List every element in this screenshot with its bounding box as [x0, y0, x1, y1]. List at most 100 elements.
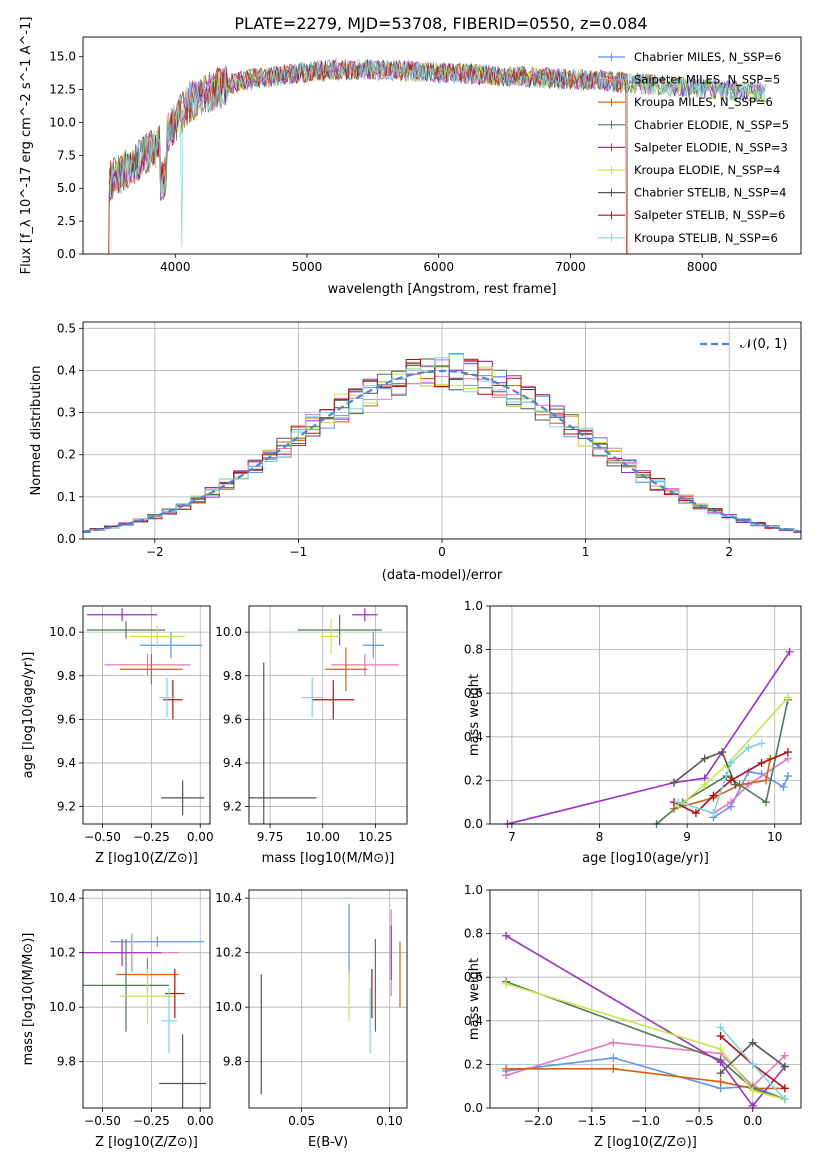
axes-frame: [489, 889, 802, 1109]
y-tick-label: 9.2: [223, 800, 242, 814]
y-tick-label: 0.5: [57, 321, 76, 335]
x-axis-label: Z [log10(Z/Z⊙)]: [594, 1135, 697, 1150]
y-tick-label: 10.2: [49, 946, 76, 960]
y-tick-label: 9.8: [223, 1055, 242, 1069]
x-tick-label: −2.0: [524, 1114, 553, 1128]
errorbar-points: [260, 903, 401, 1095]
histogram-step: [83, 361, 801, 533]
legend-label: Salpeter MILES, N_SSP=5: [634, 73, 780, 87]
legend-label: 𝒩(0, 1): [740, 337, 787, 352]
errorbar-points: [249, 608, 399, 824]
y-tick-label: 0.3: [57, 406, 76, 420]
weight-point: [748, 1060, 757, 1069]
x-tick-label: 10.25: [358, 830, 392, 844]
legend-label: Chabrier ELODIE, N_SSP=5: [634, 118, 789, 132]
y-tick-label: 10.0: [49, 625, 76, 639]
weight-series-line: [712, 770, 789, 819]
y-tick-label: 10.0: [215, 625, 242, 639]
weight-point: [783, 748, 792, 757]
y-tick-label: 5.0: [57, 181, 76, 195]
x-tick-label: 5000: [292, 260, 323, 274]
axes-frame: [248, 605, 408, 825]
x-tick-label: −2: [146, 545, 164, 559]
x-tick-label: 9.75: [257, 830, 284, 844]
y-tick-label: 0.1: [57, 490, 76, 504]
spectrum-lines: [108, 58, 766, 254]
y-tick-label: 10.2: [215, 946, 242, 960]
y-axis-label: age [log10(age/yr)]: [21, 652, 36, 779]
x-tick-label: −0.50: [84, 1114, 121, 1128]
y-tick-label: 0.8: [464, 927, 483, 941]
x-tick-label: 6000: [423, 260, 454, 274]
y-axis-label: mass weight: [467, 674, 482, 756]
x-tick-label: 0.0: [743, 1114, 762, 1128]
weight-point: [748, 1038, 757, 1047]
legend-label: Chabrier STELIB, N_SSP=4: [634, 186, 786, 200]
y-tick-label: 9.6: [57, 712, 76, 726]
weight-point: [780, 1062, 789, 1071]
x-axis-label: wavelength [Angstrom, rest frame]: [328, 282, 557, 297]
weight-point: [757, 758, 766, 767]
weight-point: [748, 1086, 757, 1095]
weight-point: [780, 1095, 789, 1104]
y-tick-label: 0.4: [57, 363, 76, 377]
weight-point: [761, 776, 770, 785]
weight-series-line: [507, 651, 791, 825]
axes-frame: [82, 889, 211, 1109]
weight-point: [609, 1038, 618, 1047]
x-tick-label: 0: [438, 545, 446, 559]
y-tick-label: 0.0: [57, 532, 76, 546]
y-tick-label: 1.0: [464, 599, 483, 613]
weight-series-line: [505, 982, 786, 1101]
weight-point: [502, 931, 511, 940]
y-tick-label: 0.6: [464, 970, 483, 984]
weight-point: [716, 1069, 725, 1078]
y-tick-label: 10.4: [215, 891, 242, 905]
y-tick-label: 9.8: [57, 669, 76, 683]
weight-point: [780, 1084, 789, 1093]
x-tick-label: −1.0: [631, 1114, 660, 1128]
legend-label: Kroupa STELIB, N_SSP=6: [634, 231, 778, 245]
axes-frame: [82, 321, 802, 540]
y-tick-label: 2.5: [57, 214, 76, 228]
x-tick-label: −1: [290, 545, 308, 559]
histogram-step: [83, 359, 801, 533]
y-tick-label: 0.8: [464, 643, 483, 657]
y-tick-label: 10.0: [49, 115, 76, 129]
y-tick-label: 9.8: [223, 669, 242, 683]
weight-point: [609, 1064, 618, 1073]
y-tick-label: 9.6: [223, 712, 242, 726]
y-axis-label: mass weight: [467, 958, 482, 1040]
y-axis-label: mass [log10(M/M⊙)]: [21, 933, 36, 1066]
normal-curve: [82, 369, 802, 533]
weight-point: [761, 798, 770, 807]
x-tick-label: 7: [508, 830, 516, 844]
y-tick-label: 10.0: [49, 1000, 76, 1014]
y-tick-label: 0.0: [464, 1101, 483, 1115]
legend-label: Salpeter STELIB, N_SSP=6: [634, 208, 785, 222]
y-tick-label: 10.4: [49, 891, 76, 905]
weight-point: [726, 758, 735, 767]
x-axis-label: E(B-V): [308, 1135, 348, 1150]
legend-label: Kroupa ELODIE, N_SSP=4: [634, 163, 780, 177]
y-tick-label: 0.4: [464, 730, 483, 744]
weight-point: [716, 1077, 725, 1086]
x-tick-label: 7000: [555, 260, 586, 274]
weight-point: [716, 1023, 725, 1032]
weight-point: [716, 1032, 725, 1041]
spectrum-series-line: [108, 58, 766, 248]
x-tick-label: 8000: [687, 260, 718, 274]
weight-point: [502, 979, 511, 988]
x-tick-label: 1: [582, 545, 590, 559]
x-tick-label: −1.5: [577, 1114, 606, 1128]
weight-point: [718, 748, 727, 757]
x-tick-label: −0.5: [685, 1114, 714, 1128]
weight-point: [726, 776, 735, 785]
weight-point: [783, 693, 792, 702]
errorbar-points: [86, 608, 205, 816]
x-tick-label: 10: [767, 830, 782, 844]
weight-point: [785, 647, 794, 656]
x-tick-label: −0.25: [133, 1114, 170, 1128]
legend-label: Chabrier MILES, N_SSP=6: [634, 50, 781, 64]
